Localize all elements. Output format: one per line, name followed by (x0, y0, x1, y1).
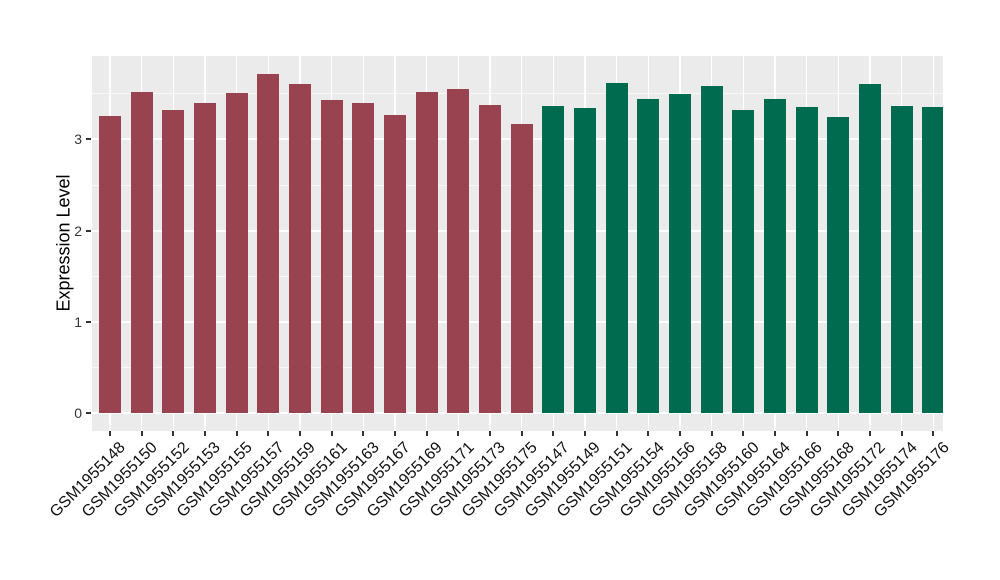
bar (700, 86, 723, 414)
x-tick-mark (552, 431, 555, 436)
bar (637, 99, 660, 414)
x-tick-mark (235, 431, 238, 436)
bar (384, 114, 406, 414)
y-tick-mark (86, 321, 91, 323)
x-tick-mark (362, 431, 365, 436)
x-tick-mark (837, 431, 840, 436)
plot-panel (92, 56, 943, 431)
bar (289, 83, 311, 414)
bar (764, 99, 786, 414)
y-tick-mark (86, 229, 91, 232)
gridline-minor (92, 93, 943, 95)
bar (194, 102, 216, 414)
x-tick-mark (932, 431, 935, 436)
bar (890, 105, 913, 414)
bar (320, 100, 343, 414)
bar (479, 104, 501, 414)
bar (447, 89, 470, 414)
bar (542, 105, 565, 414)
bar (859, 83, 881, 414)
x-tick-mark (584, 431, 586, 436)
x-tick-mark (679, 431, 681, 436)
bar (99, 115, 121, 414)
y-tick-mark (86, 138, 91, 141)
x-tick-mark (267, 431, 270, 436)
bar (732, 110, 755, 414)
x-tick-mark (204, 431, 206, 436)
bar (922, 107, 943, 414)
bar (795, 107, 818, 414)
x-tick-mark (457, 431, 460, 436)
x-tick-mark (869, 431, 871, 436)
x-tick-mark (172, 431, 175, 436)
bar (574, 108, 596, 414)
bar (352, 102, 375, 414)
x-tick-mark (330, 431, 333, 436)
bar (225, 92, 248, 414)
x-tick-mark (647, 431, 650, 436)
gridline-major (92, 412, 943, 415)
bar (669, 93, 691, 414)
y-axis-title: Expression Level (53, 174, 74, 312)
bar (162, 110, 185, 414)
x-tick-mark (520, 431, 523, 436)
x-tick-mark (742, 431, 745, 436)
x-tick-mark (900, 431, 903, 436)
x-tick-mark (489, 431, 491, 436)
bar (415, 91, 438, 414)
y-tick-label: 0 (74, 405, 82, 422)
y-tick-label: 1 (74, 314, 82, 330)
bar (510, 123, 533, 414)
x-tick-mark (109, 431, 111, 436)
x-tick-mark (140, 431, 143, 436)
x-tick-mark (615, 431, 618, 436)
bar (257, 73, 280, 414)
y-tick-label: 3 (74, 131, 82, 148)
x-tick-mark (774, 431, 776, 436)
bar (130, 91, 153, 414)
bar (827, 117, 850, 414)
x-tick-mark (710, 431, 713, 436)
x-tick-mark (805, 431, 808, 436)
y-tick-label: 2 (74, 222, 82, 239)
x-tick-mark (299, 431, 301, 436)
x-tick-mark (425, 431, 428, 436)
y-tick-mark (86, 412, 91, 415)
x-tick-mark (394, 431, 396, 436)
bar (605, 82, 628, 414)
